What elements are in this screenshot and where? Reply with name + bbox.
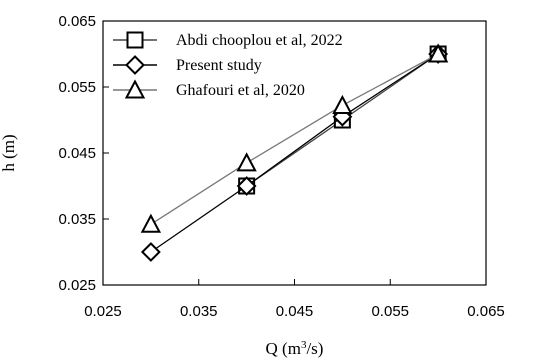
x-tick-label: 0.045 [276,303,314,320]
series-layer [140,43,449,262]
data-point-diamond [140,242,161,262]
y-tick-label: 0.045 [58,145,96,162]
data-point-diamond [236,176,257,196]
y-tick-label: 0.065 [58,13,96,30]
legend-marker-diamond [125,55,145,75]
x-tick-label: 0.025 [84,303,122,320]
x-axis-title: Q (m3/s) [266,339,324,358]
legend-label: Present study [176,57,262,74]
x-tick-label: 0.055 [371,303,409,320]
legend-marker-square [126,31,144,49]
legend-item: Present study [113,55,262,75]
legend-marker-triangle [124,79,146,99]
series-line [150,53,439,253]
data-point-triangle [140,213,162,233]
x-tick-label: 0.065 [467,303,505,320]
series-line [150,53,439,225]
y-tick-label: 0.035 [58,211,96,228]
legend-item: Abdi chooplou et al, 2022 [113,31,343,49]
x-tick-label: 0.035 [180,303,218,320]
data-point-triangle [332,94,353,114]
y-axis-title: h (m) [0,134,18,171]
series-triangle [140,43,449,233]
data-point-triangle [427,43,449,63]
legend-label: Ghafouri et al, 2020 [176,82,305,99]
legend-item: Ghafouri et al, 2020 [113,79,305,99]
y-tick-label: 0.055 [58,79,96,96]
legend-label: Abdi chooplou et al, 2022 [176,32,343,49]
data-point-triangle [236,152,257,172]
axes: 0.025 0.035 0.045 0.055 0.065 0.025 0.035 0.045… [58,13,504,320]
y-tick-label: 0.025 [58,277,96,294]
legend: Abdi chooplou et al, 2022 Present study Gh… [113,31,343,99]
